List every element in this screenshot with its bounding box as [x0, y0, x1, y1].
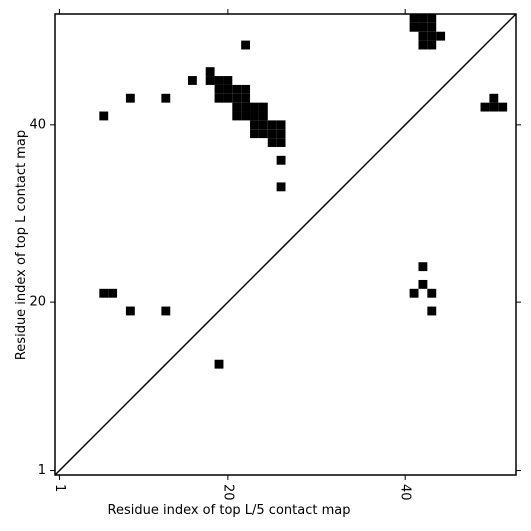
contact-cell [418, 14, 428, 23]
contact-cell [267, 138, 277, 147]
contact-cell [125, 306, 135, 316]
contact-cell [418, 22, 428, 32]
contact-cell [250, 129, 259, 139]
y-tick-label: 20 [29, 295, 46, 310]
contact-cell [99, 288, 109, 298]
contact-cell [161, 93, 171, 103]
contact-cell [427, 288, 437, 298]
diagonal-line [54, 13, 517, 476]
contact-cell [480, 102, 490, 112]
contact-cell [267, 129, 277, 139]
contact-cell [427, 40, 437, 50]
contact-cell [498, 102, 508, 112]
contact-cell [258, 111, 268, 121]
contact-cell [232, 93, 242, 103]
contact-cell [258, 129, 268, 139]
contact-cell [99, 111, 109, 121]
x-axis-label: Residue index of top L/5 contact map [108, 503, 351, 518]
contact-cell [250, 111, 259, 121]
contact-cell [418, 279, 428, 289]
y-axis-label: Residue index of top L contact map [14, 130, 29, 360]
contact-cell [187, 76, 197, 85]
contact-cell [108, 288, 118, 298]
contact-cell [418, 40, 428, 50]
x-tick-label: 40 [398, 484, 413, 501]
x-tick-label: 20 [220, 484, 235, 501]
contact-cell [258, 102, 268, 112]
contact-cell [223, 76, 233, 85]
contact-cell [409, 14, 419, 23]
y-tick-label: 40 [29, 117, 46, 132]
contact-cell [161, 306, 171, 316]
contact-cell [241, 84, 251, 94]
contact-cell [205, 67, 215, 77]
contact-cell [427, 14, 437, 23]
contact-cell [489, 102, 499, 112]
contact-cell [223, 93, 233, 103]
contact-cell [205, 76, 215, 85]
contact-cell [241, 40, 251, 50]
contact-cell [214, 76, 224, 85]
contact-cell [276, 155, 286, 165]
contact-cell [241, 93, 251, 103]
contact-cell [241, 102, 251, 112]
contact-cell [250, 120, 259, 130]
contact-cell [276, 182, 286, 192]
contact-cell [241, 111, 251, 121]
x-tick-label: 1 [52, 484, 67, 492]
contact-cell [276, 129, 286, 139]
contact-cell [214, 93, 224, 103]
contact-cell [409, 288, 419, 298]
contact-cell [427, 22, 437, 32]
contact-cell [418, 31, 428, 41]
contact-cell [214, 359, 224, 369]
contact-cell [436, 31, 446, 41]
contact-cell [427, 31, 437, 41]
contact-cell [232, 102, 242, 112]
contact-cell [489, 93, 499, 103]
contact-cell [232, 111, 242, 121]
contact-cell [232, 84, 242, 94]
contact-cell [258, 120, 268, 130]
contact-cell [418, 262, 428, 272]
contact-cell [214, 84, 224, 94]
contact-cell [250, 102, 259, 112]
contact-cell [276, 120, 286, 130]
contact-cell [267, 120, 277, 130]
contact-cell [223, 84, 233, 94]
contact-cell [427, 306, 437, 316]
contact-cell [276, 138, 286, 147]
contact-cell [409, 22, 419, 32]
contact-cell [125, 93, 135, 103]
y-tick-label: 1 [38, 463, 46, 478]
plot-frame [54, 13, 517, 476]
